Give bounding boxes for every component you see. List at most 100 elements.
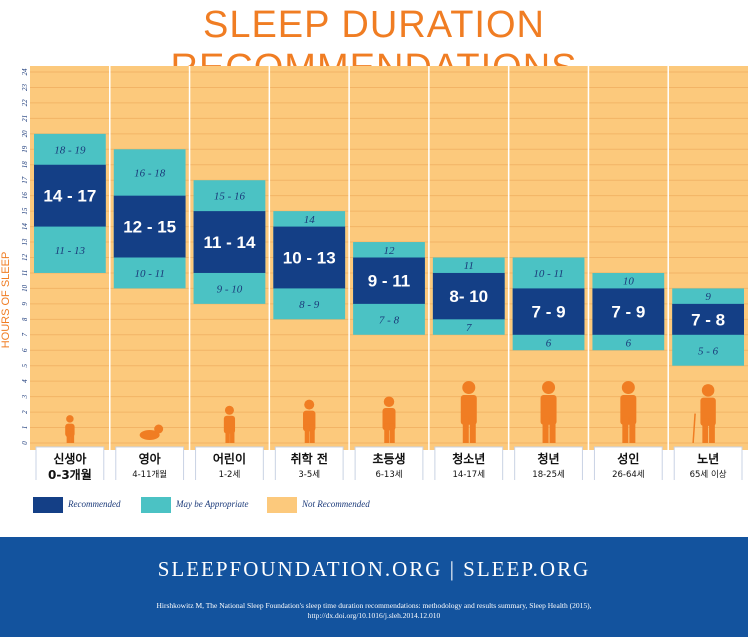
category-box bbox=[434, 446, 504, 480]
recommended-range-label: 7 - 8 bbox=[691, 310, 725, 329]
category-age-range: 4-11개월 bbox=[132, 469, 167, 480]
y-tick-label: 11 bbox=[21, 270, 29, 276]
lower-range-label: 8 - 9 bbox=[299, 299, 320, 311]
recommended-bar bbox=[34, 164, 106, 227]
recommended-bar bbox=[512, 288, 585, 335]
category-name: 취학 전 bbox=[291, 451, 328, 466]
category-name: 노년 bbox=[697, 452, 719, 466]
person-icon-head bbox=[383, 396, 395, 407]
recommended-bar bbox=[592, 288, 665, 335]
legend-swatch-not-recommended bbox=[267, 497, 297, 513]
category-box bbox=[35, 446, 105, 480]
legend-swatch-appropriate bbox=[141, 497, 171, 513]
y-tick-label: 24 bbox=[21, 68, 29, 76]
y-tick-label: 9 bbox=[21, 302, 29, 306]
footer-citation: Hirshkowitz M, The National Sleep Founda… bbox=[0, 601, 748, 621]
y-tick-label: 20 bbox=[21, 130, 29, 138]
recommended-range-label: 8- 10 bbox=[449, 287, 488, 306]
person-icon-leg bbox=[70, 431, 75, 443]
cane-icon bbox=[692, 413, 696, 444]
category-name: 성인 bbox=[617, 451, 639, 466]
footer-banner bbox=[0, 537, 748, 637]
upper-range-label: 15 - 16 bbox=[214, 191, 246, 203]
y-tick-label: 4 bbox=[21, 379, 29, 383]
category-name: 영아 bbox=[139, 451, 161, 466]
category-age-range: 6-13세 bbox=[375, 470, 402, 480]
person-icon-leg bbox=[309, 424, 315, 443]
sleep-chart: 0123456789101112131415161718192021222324… bbox=[0, 66, 748, 480]
upper-range-label: 10 bbox=[623, 276, 635, 288]
person-icon-leg bbox=[304, 424, 310, 443]
y-tick-label: 19 bbox=[21, 145, 29, 153]
category-age-range: 65세 이상 bbox=[690, 469, 727, 480]
footer-site-links[interactable]: SLEEPFOUNDATION.ORG | SLEEP.ORG bbox=[157, 557, 591, 581]
category-box bbox=[195, 446, 264, 480]
y-tick-label: 18 bbox=[21, 161, 29, 169]
recommended-range-label: 14 - 17 bbox=[43, 187, 96, 206]
legend-swatch-recommended bbox=[33, 497, 63, 513]
person-icon-head bbox=[542, 381, 556, 394]
y-tick-label: 14 bbox=[21, 223, 29, 231]
y-axis-label: HOURS OF SLEEP bbox=[0, 252, 12, 349]
baby-crawling-icon-head bbox=[154, 424, 164, 434]
recommended-range-label: 12 - 15 bbox=[123, 218, 176, 237]
person-icon-leg bbox=[230, 427, 235, 443]
legend-label-not-recommended: Not Recommended bbox=[302, 499, 370, 509]
upper-range-label: 16 - 18 bbox=[134, 167, 166, 179]
category-name: 청년 bbox=[538, 451, 560, 466]
person-icon-head bbox=[304, 399, 315, 410]
category-name: 어린이 bbox=[213, 451, 246, 466]
y-tick-label: 2 bbox=[21, 410, 29, 414]
recommended-range-label: 11 - 14 bbox=[203, 233, 256, 252]
category-box bbox=[354, 446, 424, 480]
citation-line-1: Hirshkowitz M, The National Sleep Founda… bbox=[156, 601, 592, 610]
category-box bbox=[274, 446, 344, 480]
category-age-range: 1-2세 bbox=[219, 470, 241, 480]
y-tick-label: 17 bbox=[21, 176, 29, 184]
person-icon-head bbox=[462, 381, 476, 394]
upper-range-label: 9 bbox=[705, 291, 711, 303]
person-icon-leg bbox=[542, 416, 549, 443]
recommended-bar bbox=[432, 272, 505, 320]
category-name: 초등생 bbox=[372, 451, 405, 466]
category-age-range: 3-5세 bbox=[298, 470, 320, 480]
category-box bbox=[514, 446, 583, 480]
category-box bbox=[115, 446, 185, 480]
category-age-range: 0-3개월 bbox=[48, 467, 92, 480]
lower-range-label: 7 - 8 bbox=[379, 314, 400, 326]
category-age-range: 18-25세 bbox=[532, 470, 565, 480]
y-tick-label: 7 bbox=[21, 333, 29, 337]
y-tick-label: 6 bbox=[21, 348, 29, 352]
legend-label-appropriate: May be Appropriate bbox=[176, 499, 249, 509]
recommended-range-label: 7 - 9 bbox=[611, 303, 645, 322]
person-icon-leg bbox=[66, 431, 71, 443]
category-name: 청소년 bbox=[452, 451, 485, 466]
person-icon-leg bbox=[462, 416, 469, 443]
legend-label-recommended: Recommended bbox=[68, 499, 121, 509]
y-tick-label: 5 bbox=[21, 363, 29, 367]
y-tick-label: 12 bbox=[21, 254, 29, 262]
upper-range-label: 11 bbox=[464, 260, 474, 272]
recommended-bar bbox=[672, 303, 744, 335]
recommended-bar bbox=[273, 226, 346, 289]
y-tick-label: 8 bbox=[21, 317, 29, 321]
category-box bbox=[593, 446, 663, 480]
person-icon-leg bbox=[384, 423, 390, 443]
upper-range-label: 12 bbox=[384, 245, 396, 257]
recommended-range-label: 10 - 13 bbox=[283, 249, 336, 268]
recommended-bar bbox=[113, 195, 186, 258]
lower-range-label: 6 bbox=[546, 338, 552, 350]
y-tick-label: 10 bbox=[21, 284, 29, 292]
person-icon-leg bbox=[469, 416, 476, 443]
lower-range-label: 9 - 10 bbox=[217, 283, 243, 295]
y-tick-label: 1 bbox=[21, 426, 29, 430]
recommended-bar bbox=[193, 211, 266, 273]
baby-crawling-icon bbox=[139, 430, 160, 440]
person-icon-leg bbox=[622, 416, 629, 443]
person-icon-leg bbox=[389, 423, 395, 443]
person-icon-leg bbox=[629, 416, 636, 443]
lower-range-label: 11 - 13 bbox=[55, 245, 86, 257]
y-tick-label: 0 bbox=[21, 441, 29, 445]
person-icon-leg bbox=[549, 416, 556, 443]
citation-line-2[interactable]: http://dx.doi.org/10.1016/j.sleh.2014.12… bbox=[307, 611, 441, 620]
